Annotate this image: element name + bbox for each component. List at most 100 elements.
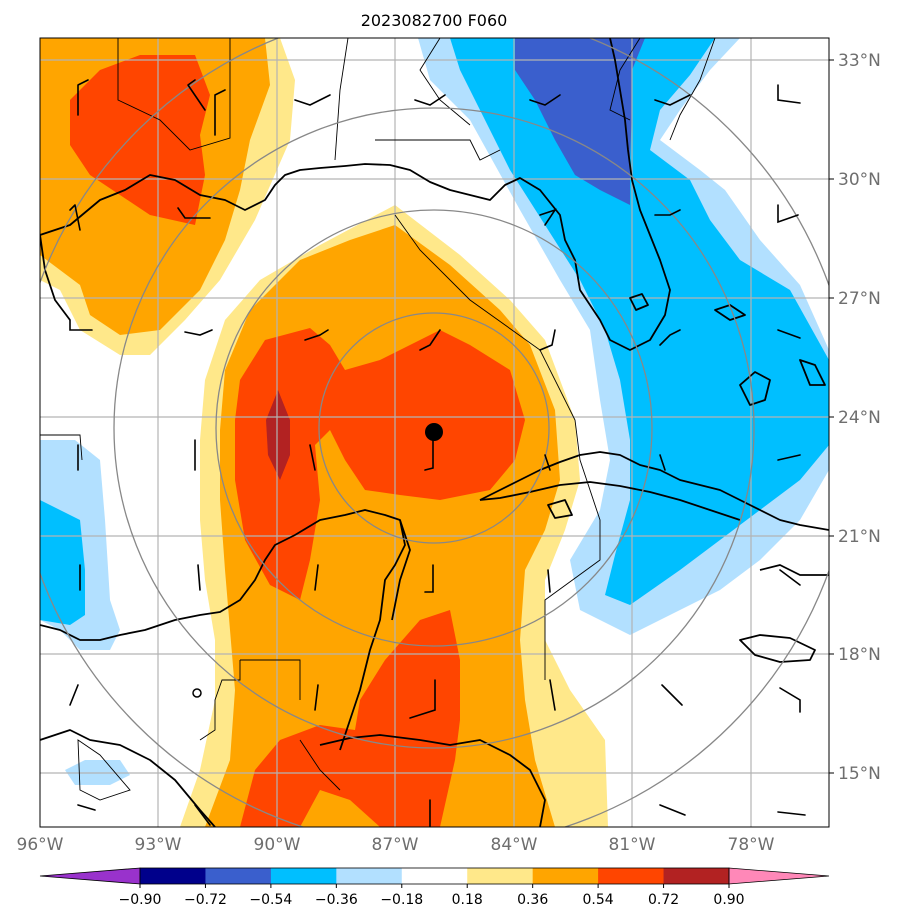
lon-tick-label: 96°W — [17, 835, 64, 855]
colorbar-segment — [140, 868, 206, 884]
colorbar-segment — [467, 868, 534, 884]
wind-barb — [424, 564, 434, 593]
wind-barb — [77, 804, 96, 811]
colorbar-tick-label: 0.54 — [583, 892, 614, 908]
lon-tick-label: 84°W — [491, 835, 538, 855]
colorbar-arrow-high — [728, 867, 830, 885]
lat-tick-label: 21°N — [838, 527, 881, 547]
colorbar-tick-label: −0.90 — [119, 892, 162, 908]
wind-barb — [77, 79, 89, 116]
colorbar-segment — [270, 868, 337, 884]
wind-barb — [661, 684, 683, 706]
range-ring-1 — [318, 312, 550, 544]
lat-tick-label: 33°N — [838, 51, 881, 71]
colorbar-segment — [532, 868, 599, 884]
contour-red-central — [235, 328, 525, 600]
contour-dark-red-central — [266, 390, 290, 480]
wind-barb — [309, 444, 316, 471]
lat-tick-label: 18°N — [838, 645, 881, 665]
wind-barb — [539, 329, 556, 351]
negative-anomaly-fields — [40, 38, 829, 785]
wind-barb — [779, 687, 801, 713]
border-guat-belize — [240, 659, 301, 700]
colorbar-tick-label: −0.36 — [315, 892, 358, 908]
wind-barb — [777, 204, 799, 224]
wind-barb — [777, 329, 801, 339]
colorbar-arrow-low — [39, 867, 141, 885]
wind-barb — [777, 811, 806, 816]
lat-tick-label: 15°N — [838, 764, 881, 784]
wind-barb — [777, 454, 801, 461]
lat-tick-label: 24°N — [838, 408, 881, 428]
border-eez-4 — [77, 739, 131, 801]
wind-barb — [314, 684, 319, 711]
wind-barb — [414, 94, 446, 106]
map-frame — [39, 37, 830, 828]
bahamas-2 — [799, 359, 826, 386]
colorbar-segment — [401, 868, 468, 884]
border-us-1 — [117, 38, 231, 151]
wind-barb — [304, 329, 329, 341]
border-us-3 — [375, 139, 501, 161]
wind-barb — [194, 804, 211, 826]
wind-barb — [659, 329, 681, 346]
border-us-4 — [609, 38, 641, 121]
lake-okeechobee — [629, 293, 649, 311]
wind-barb — [419, 329, 441, 351]
border-eez-1 — [394, 214, 581, 461]
wind-barb — [294, 94, 331, 106]
border-eez-5 — [669, 38, 716, 141]
colorbar-tick-label: 0.36 — [517, 892, 548, 908]
wind-barb — [214, 89, 226, 136]
border-eez-2 — [544, 459, 601, 680]
map-panel — [40, 38, 829, 827]
cuba — [479, 451, 829, 531]
wind-barb — [314, 564, 319, 591]
honduras-coast — [319, 734, 546, 827]
colorbar-segment — [336, 868, 403, 884]
range-ring-3 — [113, 107, 755, 749]
political-borders — [40, 38, 716, 801]
jamaica — [739, 634, 816, 663]
small-circle-marker — [192, 688, 202, 698]
latitude-axis: 33°N 30°N 27°N 24°N 21°N 18°N 15°N — [829, 51, 881, 784]
lon-tick-label: 90°W — [254, 835, 301, 855]
wind-barb — [187, 79, 206, 111]
wind-barb — [544, 454, 551, 471]
colorbar-tick-label: 0.72 — [648, 892, 679, 908]
colorbar-segment — [663, 868, 730, 884]
lon-tick-label: 87°W — [372, 835, 419, 855]
lat-tick-label: 30°N — [838, 170, 881, 190]
wind-barb — [409, 679, 436, 719]
colorbar-frame — [139, 867, 730, 885]
texas-coast — [40, 234, 71, 321]
wind-barb — [197, 564, 201, 591]
lon-tick-label: 93°W — [135, 835, 182, 855]
colorbar-tick-label: −0.18 — [380, 892, 423, 908]
border-honduras — [299, 739, 341, 791]
wind-barb — [654, 209, 681, 216]
colorbar: −0.90 −0.72 −0.54 −0.36 −0.18 0.18 0.36 0.54 0.7… — [39, 867, 830, 908]
wind-barb — [529, 94, 561, 106]
colorbar-segment — [598, 868, 665, 884]
wind-barb — [69, 319, 93, 331]
bahamas-1 — [739, 371, 771, 406]
wind-barb — [659, 454, 666, 471]
colorbar-tick-label: 0.90 — [713, 892, 744, 908]
mexico-gulf-coast — [40, 509, 406, 751]
colorbar-tick-label: −0.54 — [249, 892, 292, 908]
lon-tick-label: 81°W — [609, 835, 656, 855]
lon-tick-label: 78°W — [728, 835, 775, 855]
range-rings — [40, 38, 829, 827]
colorbar-tick-label: 0.18 — [452, 892, 483, 908]
lat-tick-label: 27°N — [838, 289, 881, 309]
wind-barb — [547, 569, 551, 593]
border-us-2 — [334, 38, 349, 161]
figure-title: 2023082700 F060 — [361, 11, 508, 30]
contour-blue-east — [515, 38, 645, 205]
colorbar-segment — [205, 868, 272, 884]
cuba-south — [479, 481, 741, 521]
hispaniola — [759, 564, 829, 576]
wind-barb — [177, 207, 211, 219]
